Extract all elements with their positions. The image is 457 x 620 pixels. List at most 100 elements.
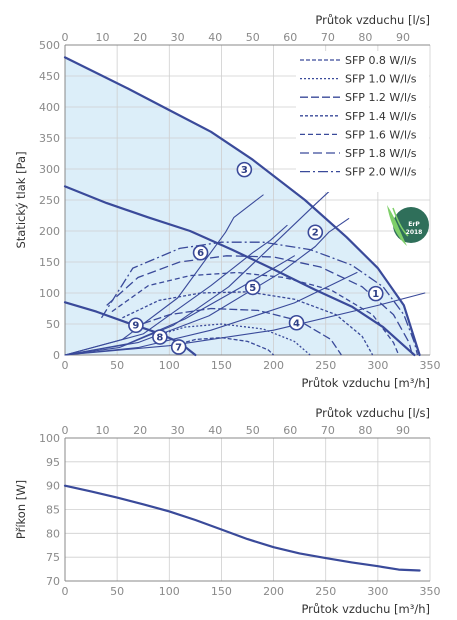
x-tick-label: 100 bbox=[159, 585, 180, 598]
marker-label: 7 bbox=[175, 342, 182, 353]
x-tick-label: 350 bbox=[420, 585, 441, 598]
marker-circle bbox=[152, 329, 168, 345]
x2-tick-label: 20 bbox=[133, 31, 147, 44]
x2-tick-label: 40 bbox=[208, 31, 222, 44]
leaf-icon bbox=[387, 205, 407, 246]
y-tick-label: 0 bbox=[53, 349, 60, 362]
x2-tick-label: 60 bbox=[283, 31, 297, 44]
y-tick-label: 250 bbox=[39, 194, 60, 207]
badge-circle bbox=[393, 207, 429, 243]
operating-point-marker: 7 bbox=[170, 339, 187, 355]
marker-circle bbox=[128, 317, 144, 334]
x2-tick-label: 70 bbox=[321, 424, 335, 437]
y-tick-label: 350 bbox=[39, 132, 60, 145]
y-tick-label: 500 bbox=[39, 39, 60, 52]
x2-tick-label: 30 bbox=[171, 31, 185, 44]
operating-point-marker: 1 bbox=[367, 285, 384, 302]
sfp-curve-4 bbox=[122, 291, 374, 356]
x-tick-label: 250 bbox=[315, 585, 336, 598]
x-tick-label: 200 bbox=[263, 359, 284, 372]
x-tick-label: 50 bbox=[110, 359, 124, 372]
operating-point-marker: 4 bbox=[288, 314, 305, 331]
x2-tick-label: 40 bbox=[208, 424, 222, 437]
sfp-curve-5 bbox=[111, 271, 400, 356]
x2-tick-label: 80 bbox=[358, 31, 372, 44]
fan-curve-1 bbox=[63, 56, 421, 357]
x-tick-label: 200 bbox=[263, 585, 284, 598]
marker-label: 2 bbox=[312, 228, 319, 239]
badge-text-year: 2018 bbox=[406, 229, 423, 236]
marker-circle bbox=[236, 161, 253, 178]
system-curve-6 bbox=[64, 271, 358, 356]
x-tick-label: 300 bbox=[367, 585, 388, 598]
x2-axis-title: Průtok vzduchu [l/s] bbox=[315, 406, 430, 420]
y-tick-label: 85 bbox=[46, 504, 60, 517]
y-tick-label: 90 bbox=[46, 480, 60, 493]
legend-label: SFP 1.6 W/l/s bbox=[345, 128, 417, 141]
system-curve-2 bbox=[64, 218, 350, 356]
x2-tick-label: 50 bbox=[246, 31, 260, 44]
legend-label: SFP 1.0 W/l/s bbox=[345, 73, 417, 86]
y-tick-label: 100 bbox=[39, 432, 60, 445]
x2-tick-label: 70 bbox=[321, 31, 335, 44]
x-tick-label: 0 bbox=[62, 359, 69, 372]
marker-label: 8 bbox=[156, 333, 163, 344]
y-tick-label: 50 bbox=[46, 318, 60, 331]
y-tick-label: 70 bbox=[46, 575, 60, 588]
x-tick-label: 250 bbox=[315, 359, 336, 372]
sfp-curve-7 bbox=[100, 241, 419, 356]
operating-area-fill bbox=[65, 57, 420, 356]
y-axis-title: Statický tlak [Pa] bbox=[14, 151, 28, 248]
operating-point-marker: 3 bbox=[236, 161, 253, 178]
legend-label: SFP 0.8 W/l/s bbox=[345, 54, 417, 67]
marker-label: 1 bbox=[372, 289, 379, 300]
y-tick-label: 300 bbox=[39, 163, 60, 176]
sfp-curve-1 bbox=[174, 336, 275, 356]
x2-axis-title: Průtok vzduchu [l/s] bbox=[315, 13, 430, 27]
sfp-curve-2 bbox=[153, 323, 311, 356]
y-tick-label: 400 bbox=[39, 101, 60, 114]
y-tick-label: 80 bbox=[46, 527, 60, 540]
y-tick-label: 75 bbox=[46, 551, 60, 564]
chart-1: 0 50 100 150 200 250 300 3500501001502002503003… bbox=[14, 13, 441, 390]
operating-point-marker: 2 bbox=[307, 224, 324, 241]
system-curve-5 bbox=[64, 255, 295, 356]
y-axis-title: Příkon [W] bbox=[14, 480, 28, 539]
legend-label: SFP 1.2 W/l/s bbox=[345, 91, 417, 104]
marker-label: 5 bbox=[249, 283, 256, 294]
x2-tick-label: 60 bbox=[283, 424, 297, 437]
marker-circle bbox=[192, 244, 209, 261]
y-tick-label: 100 bbox=[39, 287, 60, 300]
marker-circle bbox=[170, 339, 187, 355]
y-tick-label: 150 bbox=[39, 256, 60, 269]
operating-point-marker: 9 bbox=[128, 317, 144, 334]
x-tick-label: 300 bbox=[367, 359, 388, 372]
marker-label: 3 bbox=[241, 165, 248, 176]
marker-circle bbox=[244, 279, 261, 296]
x2-tick-label: 0 bbox=[62, 424, 69, 437]
x2-tick-label: 30 bbox=[171, 424, 185, 437]
y-tick-label: 95 bbox=[46, 456, 60, 469]
x-axis-title: Průtok vzduchu [m³/h] bbox=[301, 602, 430, 616]
marker-label: 9 bbox=[132, 321, 139, 332]
operating-point-marker: 6 bbox=[192, 244, 209, 261]
x2-tick-label: 50 bbox=[246, 424, 260, 437]
x-tick-label: 150 bbox=[211, 359, 232, 372]
legend-label: SFP 1.8 W/l/s bbox=[345, 147, 417, 160]
x2-tick-label: 0 bbox=[62, 31, 69, 44]
x-tick-label: 50 bbox=[110, 585, 124, 598]
x-axis-title: Průtok vzduchu [m³/h] bbox=[301, 376, 430, 390]
marker-label: 6 bbox=[197, 248, 204, 259]
x2-tick-label: 90 bbox=[396, 424, 410, 437]
x2-tick-label: 10 bbox=[96, 424, 110, 437]
system-curve-7 bbox=[64, 292, 426, 356]
x-tick-label: 150 bbox=[211, 585, 232, 598]
marker-circle bbox=[288, 314, 305, 331]
fan-curve-2 bbox=[63, 185, 416, 357]
system-curve-4 bbox=[64, 224, 288, 356]
legend: SFP 0.8 W/l/s SFP 1.0 W/l/s SFP 1.2 W/l/s S… bbox=[296, 51, 429, 192]
marker-circle bbox=[367, 285, 384, 302]
x2-tick-label: 10 bbox=[96, 31, 110, 44]
x-tick-label: 350 bbox=[420, 359, 441, 372]
